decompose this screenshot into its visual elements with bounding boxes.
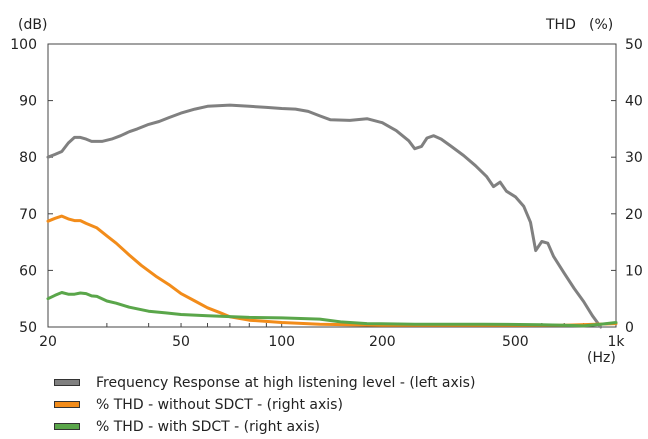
legend-swatch-frequency-response bbox=[54, 379, 80, 386]
legend-label-thd-without-sdct: % THD - without SDCT - (right axis) bbox=[96, 396, 343, 413]
x-tick-label: 50 bbox=[172, 334, 190, 350]
right-y-tick-label: 0 bbox=[625, 320, 634, 336]
legend-swatch-thd-without-sdct bbox=[54, 401, 80, 408]
series-line-2 bbox=[46, 291, 618, 328]
legend-item-thd-without-sdct: % THD - without SDCT - (right axis) bbox=[54, 394, 475, 415]
left-y-tick-label: 60 bbox=[19, 263, 37, 279]
legend: Frequency Response at high listening lev… bbox=[54, 372, 475, 438]
right-axis-unit-name: THD bbox=[545, 17, 576, 33]
legend-item-thd-with-sdct: % THD - with SDCT - (right axis) bbox=[54, 416, 475, 437]
left-y-tick-label: 50 bbox=[19, 320, 37, 336]
x-tick-label: 100 bbox=[268, 334, 295, 350]
legend-item-frequency-response: Frequency Response at high listening lev… bbox=[54, 372, 475, 393]
right-y-tick-label: 20 bbox=[625, 207, 643, 223]
right-axis-unit: (%) bbox=[589, 17, 613, 33]
right-y-tick-label: 10 bbox=[625, 263, 643, 279]
legend-label-thd-with-sdct: % THD - with SDCT - (right axis) bbox=[96, 418, 320, 435]
x-tick-label: 20 bbox=[39, 334, 57, 350]
left-axis-unit: (dB) bbox=[18, 17, 47, 33]
x-axis-unit: (Hz) bbox=[587, 350, 616, 366]
right-y-tick-label: 30 bbox=[625, 150, 643, 166]
left-y-tick-label: 80 bbox=[19, 150, 37, 166]
series-line-0 bbox=[46, 103, 603, 329]
right-y-tick-label: 40 bbox=[625, 94, 643, 110]
left-y-tick-label: 90 bbox=[19, 94, 37, 110]
plot-frame bbox=[47, 43, 617, 328]
left-y-tick-label: 70 bbox=[19, 207, 37, 223]
series-line-1 bbox=[46, 214, 618, 327]
legend-swatch-thd-with-sdct bbox=[54, 423, 80, 430]
legend-label-frequency-response: Frequency Response at high listening lev… bbox=[96, 374, 476, 391]
left-y-tick-label: 100 bbox=[10, 37, 37, 53]
x-tick-label: 1k bbox=[607, 334, 625, 350]
x-tick-label: 500 bbox=[502, 334, 529, 350]
x-tick-label: 200 bbox=[369, 334, 396, 350]
right-y-tick-label: 50 bbox=[625, 37, 643, 53]
